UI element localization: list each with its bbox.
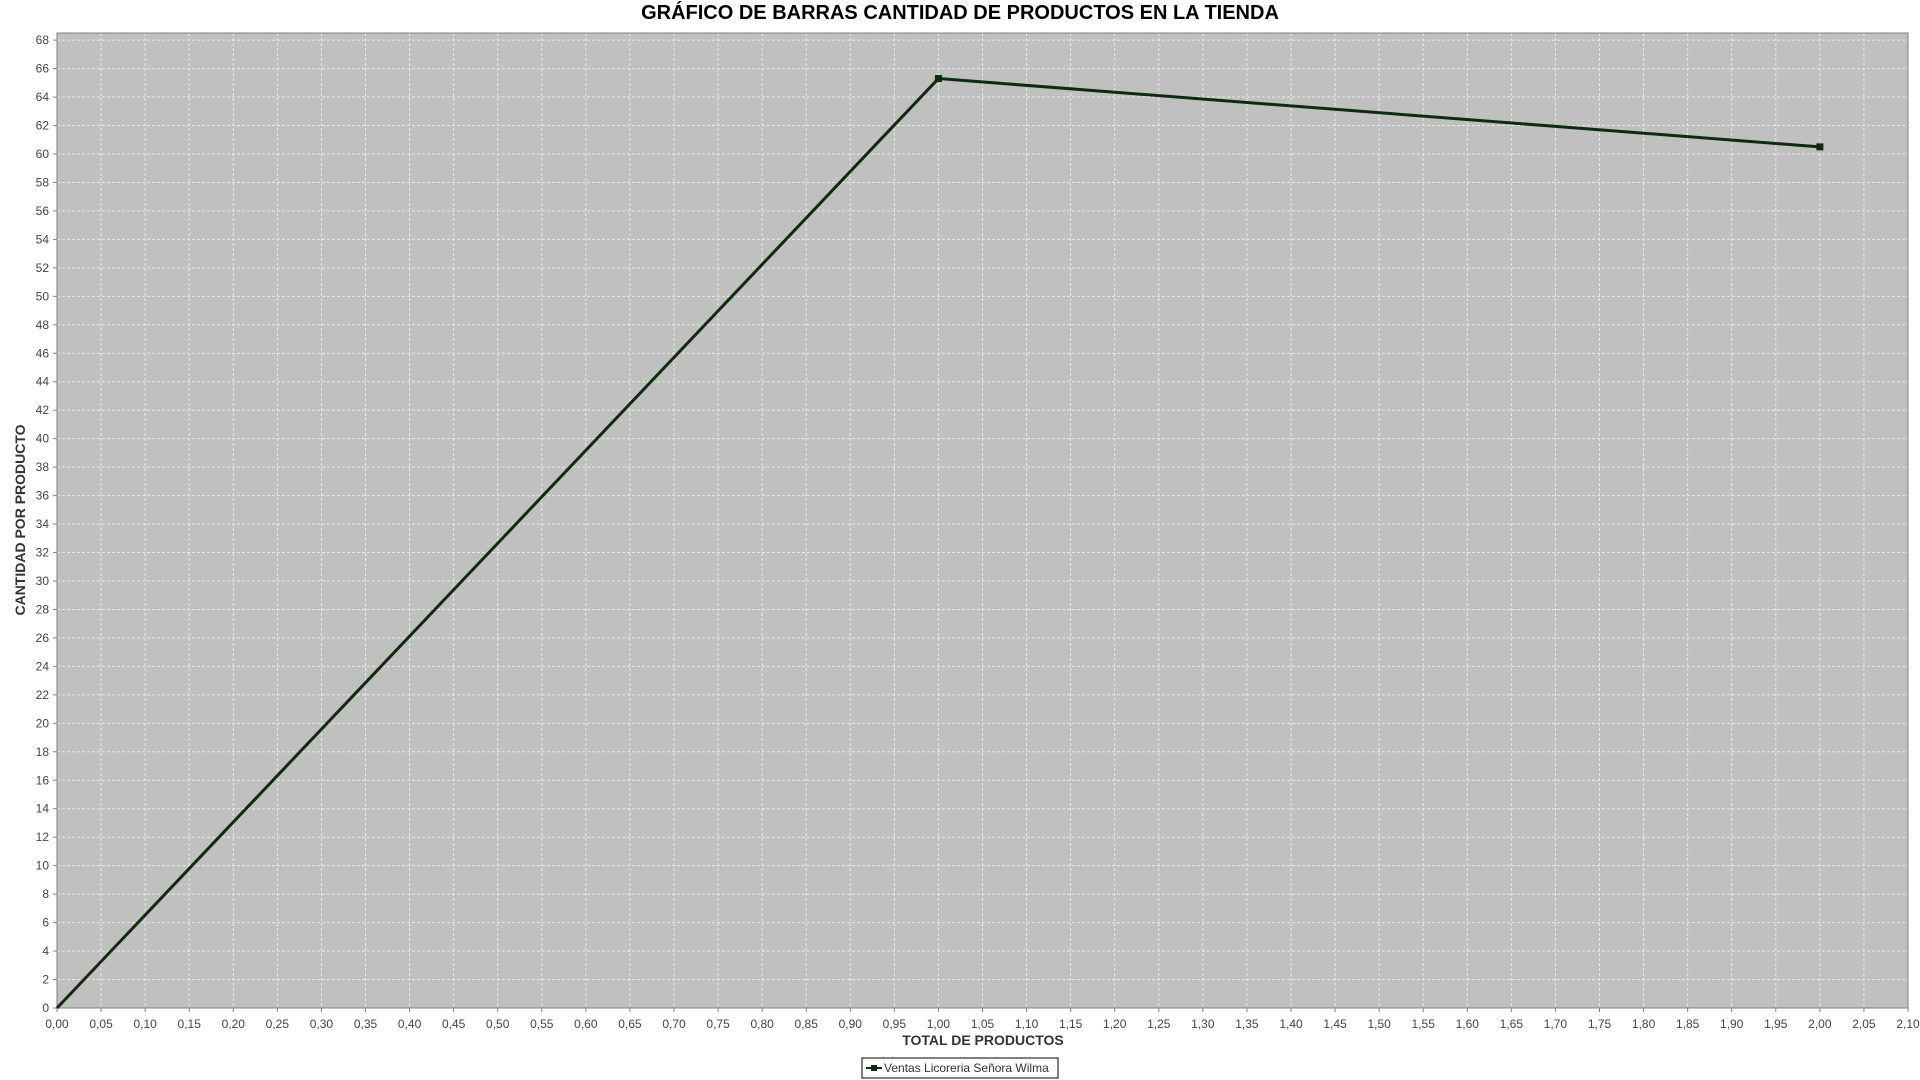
- y-tick-label: 22: [36, 688, 50, 702]
- x-tick-label: 2,10: [1896, 1017, 1920, 1031]
- x-tick-label: 1,05: [971, 1017, 995, 1031]
- y-tick-label: 64: [36, 90, 50, 104]
- x-tick-label: 0,95: [883, 1017, 907, 1031]
- x-tick-label: 0,80: [750, 1017, 774, 1031]
- data-point: [1816, 143, 1824, 151]
- x-tick-label: 1,75: [1588, 1017, 1612, 1031]
- x-tick-label: 1,20: [1103, 1017, 1127, 1031]
- x-tick-label: 2,05: [1852, 1017, 1876, 1031]
- y-tick-label: 40: [36, 432, 50, 446]
- y-tick-label: 8: [42, 887, 49, 901]
- y-tick-label: 66: [36, 62, 50, 76]
- series-group: [55, 75, 1824, 1010]
- y-tick-label: 0: [42, 1001, 49, 1015]
- y-tick-label: 56: [36, 204, 50, 218]
- chart-title: GRÁFICO DE BARRAS CANTIDAD DE PRODUCTOS …: [641, 1, 1279, 24]
- y-tick-label: 46: [36, 346, 50, 360]
- legend: Ventas Licoreria Señora Wilma: [861, 1057, 1059, 1079]
- x-tick-label: 1,60: [1456, 1017, 1480, 1031]
- y-tick-label: 36: [36, 489, 50, 503]
- y-tick-label: 20: [36, 716, 50, 730]
- x-tick-label: 0,40: [398, 1017, 422, 1031]
- x-tick-label: 1,45: [1323, 1017, 1347, 1031]
- y-axis-label: CANTIDAD POR PRODUCTO: [12, 424, 28, 615]
- x-tick-label: 0,15: [178, 1017, 202, 1031]
- x-tick-label: 0,85: [795, 1017, 819, 1031]
- y-tick-label: 54: [36, 232, 50, 246]
- y-tick-label: 32: [36, 546, 50, 560]
- y-tick-label: 16: [36, 773, 50, 787]
- y-tick-label: 14: [36, 802, 50, 816]
- y-tick-label: 34: [36, 517, 50, 531]
- y-tick-label: 18: [36, 745, 50, 759]
- x-axis-label: TOTAL DE PRODUCTOS: [902, 1032, 1064, 1048]
- plot-border: [56, 32, 1909, 1009]
- y-tick-label: 12: [36, 830, 50, 844]
- x-tick-label: 0,70: [662, 1017, 686, 1031]
- y-tick-label: 52: [36, 261, 50, 275]
- x-tick-label: 1,85: [1676, 1017, 1700, 1031]
- y-tick-label: 30: [36, 574, 50, 588]
- y-tick-label: 10: [36, 859, 50, 873]
- legend-series-label: Ventas Licoreria Señora Wilma: [884, 1061, 1049, 1075]
- x-tick-label: 0,05: [89, 1017, 113, 1031]
- x-tick-label: 0,65: [618, 1017, 642, 1031]
- x-tick-label: 1,10: [1015, 1017, 1039, 1031]
- x-tick-label: 0,30: [310, 1017, 334, 1031]
- x-tick-label: 1,30: [1191, 1017, 1215, 1031]
- y-tick-label: 60: [36, 147, 50, 161]
- y-tick-label: 48: [36, 318, 50, 332]
- x-tick-label: 0,20: [222, 1017, 246, 1031]
- legend-box: [861, 1057, 1059, 1079]
- x-tick-label: 1,40: [1279, 1017, 1303, 1031]
- x-tick-label: 0,75: [706, 1017, 730, 1031]
- x-tick-label: 1,90: [1720, 1017, 1744, 1031]
- legend-marker-swatch: [871, 1065, 877, 1071]
- y-tick-label: 68: [36, 33, 50, 47]
- x-tick-label: 0,55: [530, 1017, 554, 1031]
- x-tick-label: 1,25: [1147, 1017, 1171, 1031]
- y-tick-label: 58: [36, 175, 50, 189]
- y-tick-label: 4: [42, 944, 49, 958]
- x-tick-label: 1,65: [1500, 1017, 1524, 1031]
- x-tick-label: 1,35: [1235, 1017, 1259, 1031]
- x-tick-label: 0,50: [486, 1017, 510, 1031]
- x-tick-label: 1,80: [1632, 1017, 1656, 1031]
- x-tick-label: 2,00: [1808, 1017, 1832, 1031]
- gridlines: [57, 33, 1908, 1008]
- y-tick-label: 6: [42, 916, 49, 930]
- x-tick-label: 0,35: [354, 1017, 378, 1031]
- x-tick-label: 0,60: [574, 1017, 598, 1031]
- x-tick-label: 0,10: [133, 1017, 157, 1031]
- y-tick-label: 62: [36, 119, 50, 133]
- x-tick-label: 0,45: [442, 1017, 466, 1031]
- x-tick-label: 0,00: [45, 1017, 69, 1031]
- x-tick-label: 1,00: [927, 1017, 951, 1031]
- y-tick-label: 44: [36, 375, 50, 389]
- data-point: [934, 75, 942, 83]
- x-tick-label: 1,70: [1544, 1017, 1568, 1031]
- y-tick-label: 26: [36, 631, 50, 645]
- x-axis-ticks: 0,00 0,05 0,10 0,15 0,20 0,25 0,30 0,35 0,40 0,45…: [45, 1008, 1920, 1031]
- y-tick-label: 50: [36, 289, 50, 303]
- y-tick-label: 2: [42, 973, 49, 987]
- y-tick-label: 24: [36, 659, 50, 673]
- x-tick-label: 0,90: [839, 1017, 863, 1031]
- y-axis-ticks: 0246810121416182022242628303234363840424…: [36, 33, 57, 1015]
- x-tick-label: 1,55: [1412, 1017, 1436, 1031]
- x-tick-label: 1,95: [1764, 1017, 1788, 1031]
- x-tick-label: 0,25: [266, 1017, 290, 1031]
- x-tick-label: 1,50: [1367, 1017, 1391, 1031]
- x-tick-label: 1,15: [1059, 1017, 1083, 1031]
- y-tick-label: 28: [36, 602, 50, 616]
- y-tick-label: 42: [36, 403, 50, 417]
- y-tick-label: 38: [36, 460, 50, 474]
